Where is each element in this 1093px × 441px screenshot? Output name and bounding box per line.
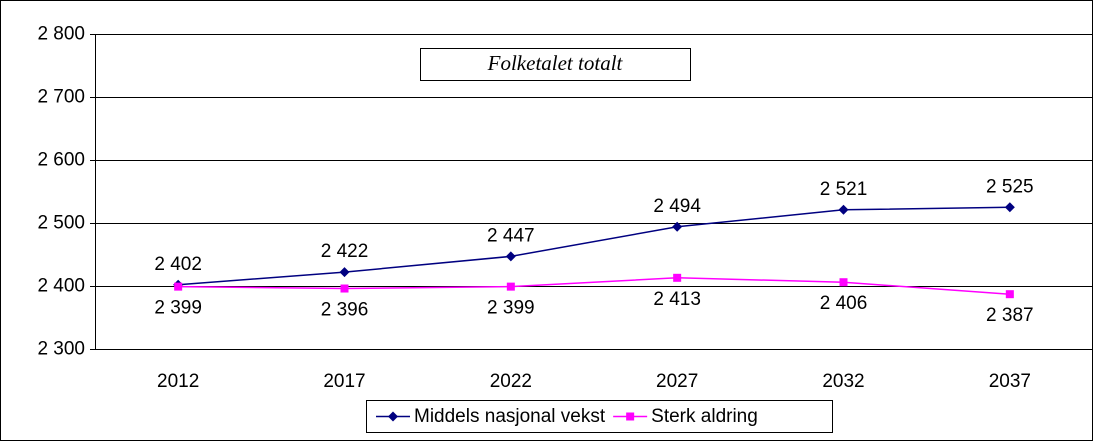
y-tick-label: 2 500 xyxy=(37,213,85,234)
data-label: 2 413 xyxy=(653,289,701,310)
x-tick-label: 2032 xyxy=(822,371,864,392)
data-label: 2 521 xyxy=(820,179,868,200)
data-label: 2 447 xyxy=(487,225,535,246)
x-tick-label: 2017 xyxy=(323,371,365,392)
point xyxy=(838,204,849,215)
legend-label: Middels nasjonal vekst xyxy=(414,406,606,427)
data-label: 2 387 xyxy=(986,305,1034,326)
point xyxy=(174,282,183,291)
series-line xyxy=(178,206,1010,286)
point xyxy=(506,282,515,291)
point xyxy=(388,411,398,422)
data-label: 2 396 xyxy=(321,300,369,321)
point xyxy=(1005,290,1014,299)
legend-box xyxy=(366,400,833,433)
data-label: 2 422 xyxy=(321,241,369,262)
data-label: 2 402 xyxy=(154,254,202,275)
data-label: 2 525 xyxy=(986,176,1034,197)
point xyxy=(673,273,682,282)
legend-label: Sterk aldring xyxy=(651,406,758,427)
data-label: 2 399 xyxy=(487,298,535,319)
point xyxy=(626,412,635,421)
y-tick-label: 2 700 xyxy=(37,87,85,108)
point xyxy=(339,267,350,278)
point xyxy=(340,284,349,293)
point xyxy=(505,251,516,262)
data-label: 2 399 xyxy=(154,298,202,319)
y-tick-label: 2 600 xyxy=(37,150,85,171)
point xyxy=(672,221,683,232)
y-tick-label: 2 400 xyxy=(37,276,85,297)
data-label: 2 406 xyxy=(820,293,868,314)
chart-title: Folketalet totalt xyxy=(487,51,624,75)
x-tick-label: 2012 xyxy=(157,371,199,392)
series-line xyxy=(178,277,1010,295)
y-tick-label: 2 800 xyxy=(37,24,85,45)
title-box xyxy=(420,48,691,81)
x-tick-label: 2027 xyxy=(656,371,698,392)
point xyxy=(1004,202,1015,213)
point xyxy=(839,278,848,287)
y-tick-label: 2 300 xyxy=(37,339,85,360)
x-tick-label: 2037 xyxy=(989,371,1031,392)
x-tick-label: 2022 xyxy=(490,371,532,392)
data-label: 2 494 xyxy=(653,196,701,217)
